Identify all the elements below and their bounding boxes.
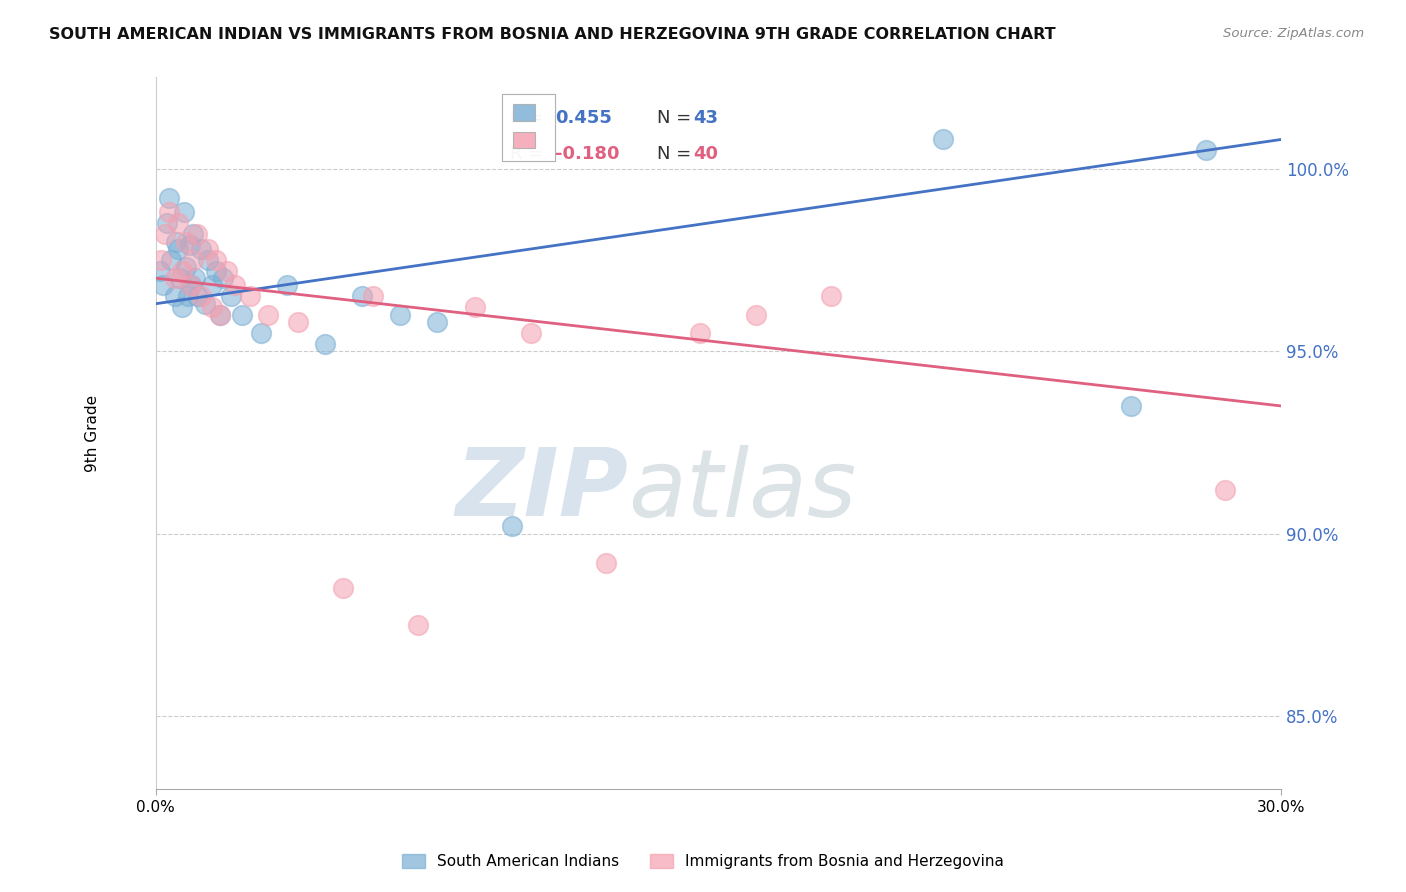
Point [689,326,711,340]
Legend: , : , [502,94,555,161]
Point [197,252,219,267]
Point [167,242,190,256]
Point [184,271,207,285]
Point [205,264,228,278]
Point [332,582,354,596]
Text: -0.180: -0.180 [555,145,620,163]
Point [745,308,768,322]
Text: R =: R = [510,145,550,163]
Point [287,315,309,329]
Point [426,315,449,329]
Point [183,252,205,267]
Point [217,264,239,278]
Point [183,227,205,242]
Point [174,235,197,249]
Point [150,252,173,267]
Point [156,216,179,230]
Point [155,227,177,242]
Point [257,308,280,322]
Point [180,278,202,293]
Point [157,191,180,205]
Point [201,278,224,293]
Point [231,308,253,322]
Point [250,326,273,340]
Point [163,289,186,303]
Point [190,242,212,256]
Point [820,289,842,303]
Point [276,278,298,293]
Point [149,264,172,278]
Point [205,252,228,267]
Point [1195,144,1218,158]
Point [173,205,195,219]
Text: Source: ZipAtlas.com: Source: ZipAtlas.com [1223,27,1364,40]
Point [172,264,194,278]
Text: SOUTH AMERICAN INDIAN VS IMMIGRANTS FROM BOSNIA AND HERZEGOVINA 9TH GRADE CORREL: SOUTH AMERICAN INDIAN VS IMMIGRANTS FROM… [49,27,1056,42]
Point [363,289,385,303]
Point [174,260,197,275]
Point [190,289,212,303]
Text: 40: 40 [693,145,718,163]
Point [208,308,231,322]
Point [163,271,186,285]
Legend: South American Indians, Immigrants from Bosnia and Herzegovina: South American Indians, Immigrants from … [396,848,1010,875]
Point [352,289,374,303]
Point [201,301,224,315]
Text: N =: N = [657,110,696,128]
Point [212,271,235,285]
Point [1119,399,1142,413]
Point [177,289,200,303]
Point [186,289,208,303]
Point [166,235,188,249]
Point [197,242,219,256]
Point [501,519,523,533]
Point [194,296,217,310]
Point [314,337,336,351]
Point [172,301,194,315]
Point [160,252,183,267]
Point [224,278,246,293]
Point [186,227,208,242]
Text: 0.455: 0.455 [555,110,612,128]
Point [932,132,955,146]
Text: N =: N = [657,145,696,163]
Point [152,278,174,293]
Point [464,301,486,315]
Text: ZIP: ZIP [456,444,628,536]
Point [239,289,262,303]
Point [388,308,411,322]
Text: R =: R = [510,110,550,128]
Text: atlas: atlas [628,445,856,536]
Point [1213,483,1236,497]
Point [157,205,180,219]
Point [167,216,190,230]
Point [520,326,543,340]
Point [169,271,191,285]
Point [179,278,201,293]
Point [595,556,617,570]
Point [208,308,231,322]
Text: 43: 43 [693,110,718,128]
Point [408,618,430,632]
Point [179,238,201,252]
Y-axis label: 9th Grade: 9th Grade [86,395,100,472]
Point [219,289,242,303]
